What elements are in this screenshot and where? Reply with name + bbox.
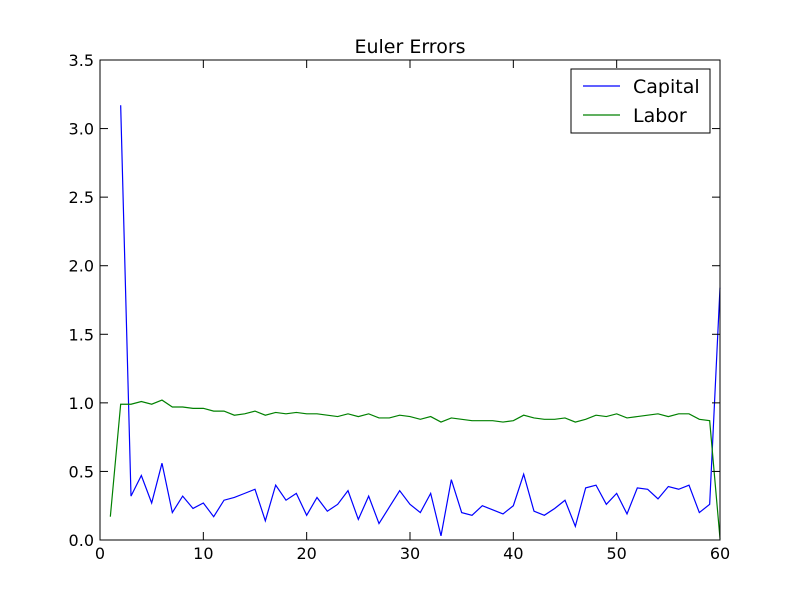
chart-title: Euler Errors [354,36,465,58]
x-tick-label: 30 [400,544,420,563]
series-line-capital [120,105,721,537]
series-line-labor [109,399,721,539]
x-tick-label: 50 [606,544,626,563]
y-tick-label: 3.5 [69,51,94,70]
y-axis: 0.0 0.5 1.0 1.5 2.0 2.5 3.0 3.5 [69,51,720,550]
legend-box [570,68,711,134]
legend-label-labor: Labor [633,105,687,127]
y-tick-label: 0.5 [69,462,94,481]
y-tick-label: 1.0 [69,394,94,413]
legend: Capital Labor [570,68,711,134]
y-tick-label: 2.5 [69,188,94,207]
x-axis: 0 10 20 30 40 50 60 [95,60,730,563]
legend-label-capital: Capital [633,76,700,98]
y-tick-label: 3.0 [69,120,94,139]
x-tick-label: 10 [193,544,213,563]
series-layer [109,105,721,539]
y-tick-label: 0.0 [69,531,94,550]
x-tick-label: 60 [710,544,730,563]
x-tick-label: 40 [503,544,523,563]
x-tick-label: 0 [95,544,105,563]
y-tick-label: 2.0 [69,257,94,276]
x-tick-label: 20 [296,544,316,563]
y-tick-label: 1.5 [69,325,94,344]
plot-area [100,60,720,540]
